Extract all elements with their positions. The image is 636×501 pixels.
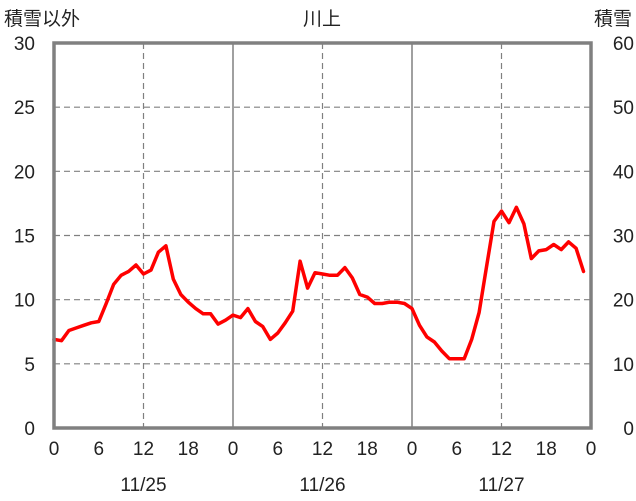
x-hour-tick-label: 6 <box>93 439 104 460</box>
x-hour-tick-label: 0 <box>49 439 60 460</box>
temperature-series-line <box>52 205 586 361</box>
y-left-tick-label: 25 <box>14 98 35 119</box>
x-hour-tick-label: 12 <box>312 439 333 460</box>
y-left-tick-label: 30 <box>14 34 35 55</box>
y-left-tick-label: 10 <box>14 291 35 312</box>
y-right-tick-label: 30 <box>613 227 634 248</box>
x-date-label: 11/27 <box>478 475 524 496</box>
x-hour-tick-label: 0 <box>228 439 239 460</box>
y-left-tick-label: 15 <box>14 227 35 248</box>
y-left-tick-label: 20 <box>14 162 35 183</box>
y-right-tick-label: 40 <box>613 162 634 183</box>
x-hour-tick-label: 0 <box>407 439 418 460</box>
x-hour-tick-label: 12 <box>491 439 512 460</box>
x-hour-tick-label: 0 <box>586 439 597 460</box>
chart-title: 川上 <box>303 8 341 30</box>
x-hour-tick-label: 18 <box>178 439 199 460</box>
y-right-tick-label: 10 <box>613 355 634 376</box>
x-hour-tick-label: 6 <box>272 439 283 460</box>
y-left-tick-label: 0 <box>24 419 35 440</box>
x-hour-tick-label: 6 <box>451 439 462 460</box>
y-right-axis-label: 積雪 <box>594 8 632 30</box>
y-right-tick-label: 20 <box>613 291 634 312</box>
x-hour-tick-label: 18 <box>536 439 557 460</box>
x-hour-tick-label: 12 <box>133 439 154 460</box>
y-left-axis-label: 積雪以外 <box>4 8 80 30</box>
plot-frame <box>52 41 593 430</box>
x-hour-tick-label: 18 <box>357 439 378 460</box>
y-right-tick-label: 0 <box>623 419 634 440</box>
x-date-label: 11/25 <box>120 475 166 496</box>
x-date-label: 11/26 <box>299 475 345 496</box>
y-right-tick-label: 50 <box>613 98 634 119</box>
y-left-tick-label: 5 <box>24 355 35 376</box>
y-right-tick-label: 60 <box>613 34 634 55</box>
grid-layer <box>54 43 591 428</box>
